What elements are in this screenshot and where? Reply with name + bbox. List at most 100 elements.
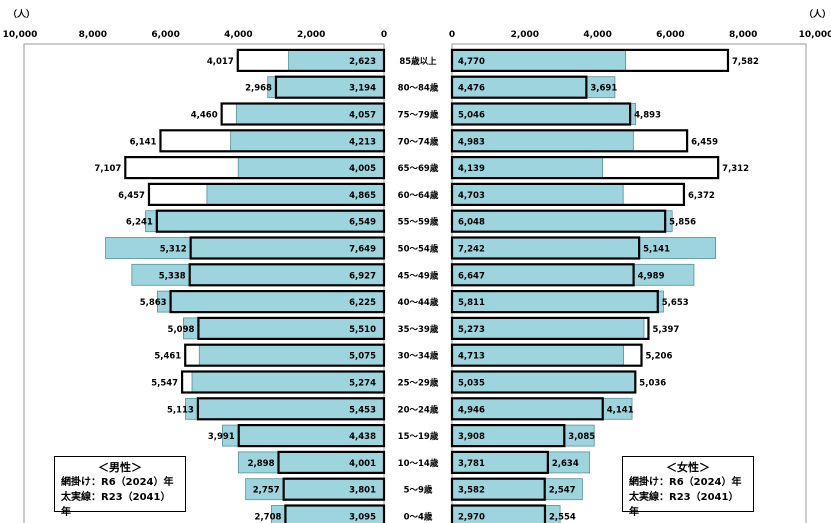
value-label-male-2024: 3,801: [349, 486, 376, 496]
legend-female-line2: 太実線：R23（2041）年: [629, 492, 739, 518]
age-group-label: 0～4歳: [404, 512, 433, 523]
tick-label-left: 10,000: [3, 30, 38, 40]
value-label-female-2041: 5,653: [662, 298, 689, 308]
value-label-female-2041: 5,141: [643, 245, 670, 255]
bar-female-2041: [450, 397, 604, 421]
age-group-label: 25～29歳: [398, 378, 439, 389]
legend-male: ＜男性＞ 網掛け：R6（2024）年 太実線：R23（2041）年: [54, 456, 186, 518]
value-label-male-2024: 4,213: [349, 137, 376, 147]
value-label-female-2024: 3,908: [458, 432, 485, 442]
bar-female-2041: [450, 236, 641, 260]
plot-frame-female: [451, 43, 807, 523]
legend-male-title: ＜男性＞: [98, 461, 142, 474]
value-label-male-2024: 7,649: [349, 245, 376, 255]
value-label-female-2041: 4,141: [607, 405, 634, 415]
value-label-male-2041: 7,107: [94, 164, 121, 174]
value-label-male-2024: 4,001: [349, 459, 376, 469]
value-label-female-2041: 4,989: [638, 271, 665, 281]
bar-male-2041: [274, 75, 386, 99]
bar-female-2041: [450, 370, 637, 394]
age-group-label: 5～9歳: [404, 485, 433, 496]
age-group-label: 70～74歳: [398, 136, 439, 147]
bar-female-2041: [450, 182, 686, 206]
value-label-female-2024: 5,046: [458, 111, 485, 121]
bar-male-2041: [188, 263, 386, 287]
value-label-male-2041: 2,708: [255, 513, 282, 523]
value-label-male-2024: 3,095: [349, 513, 376, 523]
bar-male-2041: [284, 504, 386, 523]
bar-male-2041: [237, 424, 386, 448]
value-label-male-2024: 6,927: [349, 271, 376, 281]
value-label-male-2024: 4,005: [349, 164, 376, 174]
value-label-female-2024: 5,811: [458, 298, 485, 308]
value-label-male-2041: 5,098: [168, 325, 195, 335]
value-label-male-2041: 6,457: [118, 191, 145, 201]
plot-frame-male: [23, 43, 385, 523]
value-label-female-2041: 2,554: [549, 513, 576, 523]
bar-female-2041: [450, 263, 635, 287]
value-label-male-2024: 4,057: [349, 111, 376, 121]
value-label-female-2024: 3,781: [458, 459, 485, 469]
value-label-male-2041: 5,312: [160, 245, 187, 255]
value-label-male-2041: 3,991: [208, 432, 235, 442]
value-label-male-2024: 5,453: [349, 405, 376, 415]
tick-label-right: 8,000: [729, 30, 757, 40]
value-label-male-2024: 6,225: [349, 298, 376, 308]
bar-male-2041: [220, 102, 386, 126]
value-label-female-2024: 3,582: [458, 486, 485, 496]
bar-male-2041: [169, 290, 386, 314]
unit-label-right: （人）: [804, 8, 831, 20]
bar-male-2041: [159, 129, 386, 153]
age-group-label: 85歳以上: [399, 56, 437, 67]
tick-label-left: 4,000: [224, 30, 252, 40]
value-label-female-2041: 5,036: [639, 379, 666, 389]
value-label-female-2024: 4,946: [458, 405, 485, 415]
value-label-female-2024: 4,713: [458, 352, 485, 362]
legend-female-title: ＜女性＞: [666, 461, 710, 474]
age-group-label: 75～79歳: [398, 110, 439, 121]
value-label-female-2024: 6,647: [458, 271, 485, 281]
value-label-female-2041: 6,459: [691, 137, 718, 147]
bar-female-2041: [450, 477, 546, 501]
value-label-female-2041: 3,691: [590, 84, 617, 94]
bar-female-2041: [450, 343, 643, 367]
bar-male-2041: [184, 343, 386, 367]
value-label-female-2041: 3,085: [568, 432, 595, 442]
age-group-label: 65～69歳: [398, 163, 439, 174]
value-label-female-2041: 5,856: [669, 218, 696, 228]
tick-label-right: 10,000: [799, 30, 831, 40]
bar-female-2041: [450, 450, 549, 474]
bar-male-2041: [282, 477, 386, 501]
value-label-male-2041: 5,863: [140, 298, 167, 308]
value-label-female-2024: 7,242: [458, 245, 485, 255]
value-label-male-2024: 3,194: [349, 84, 376, 94]
bar-female-2024: [451, 237, 717, 259]
tick-label-left: 6,000: [151, 30, 179, 40]
tick-label-right: 4,000: [583, 30, 611, 40]
value-label-male-2024: 5,075: [349, 352, 376, 362]
age-group-label: 80～84歳: [398, 83, 439, 94]
bar-female-2041: [450, 316, 650, 340]
bar-female-2041: [450, 156, 720, 180]
value-label-female-2024: 5,273: [458, 325, 485, 335]
bar-female-2041: [450, 504, 547, 523]
value-label-female-2041: 2,634: [552, 459, 579, 469]
value-label-male-2024: 2,623: [349, 57, 376, 67]
value-label-male-2024: 5,274: [349, 379, 376, 389]
value-label-male-2041: 5,547: [151, 379, 178, 389]
value-label-male-2041: 5,338: [159, 271, 186, 281]
value-label-female-2041: 6,372: [688, 191, 715, 201]
value-label-male-2041: 6,241: [126, 218, 153, 228]
age-group-label: 10～14歳: [398, 458, 439, 469]
unit-label-left: （人）: [8, 8, 35, 20]
value-label-male-2041: 2,898: [248, 459, 275, 469]
value-label-male-2041: 4,017: [207, 57, 234, 67]
value-label-male-2041: 5,113: [167, 405, 194, 415]
value-label-female-2024: 4,476: [458, 84, 485, 94]
value-label-female-2024: 4,983: [458, 137, 485, 147]
value-label-female-2024: 4,703: [458, 191, 485, 201]
age-group-label: 30～34歳: [398, 351, 439, 362]
value-label-male-2041: 4,460: [191, 111, 218, 121]
value-label-male-2024: 4,865: [349, 191, 376, 201]
